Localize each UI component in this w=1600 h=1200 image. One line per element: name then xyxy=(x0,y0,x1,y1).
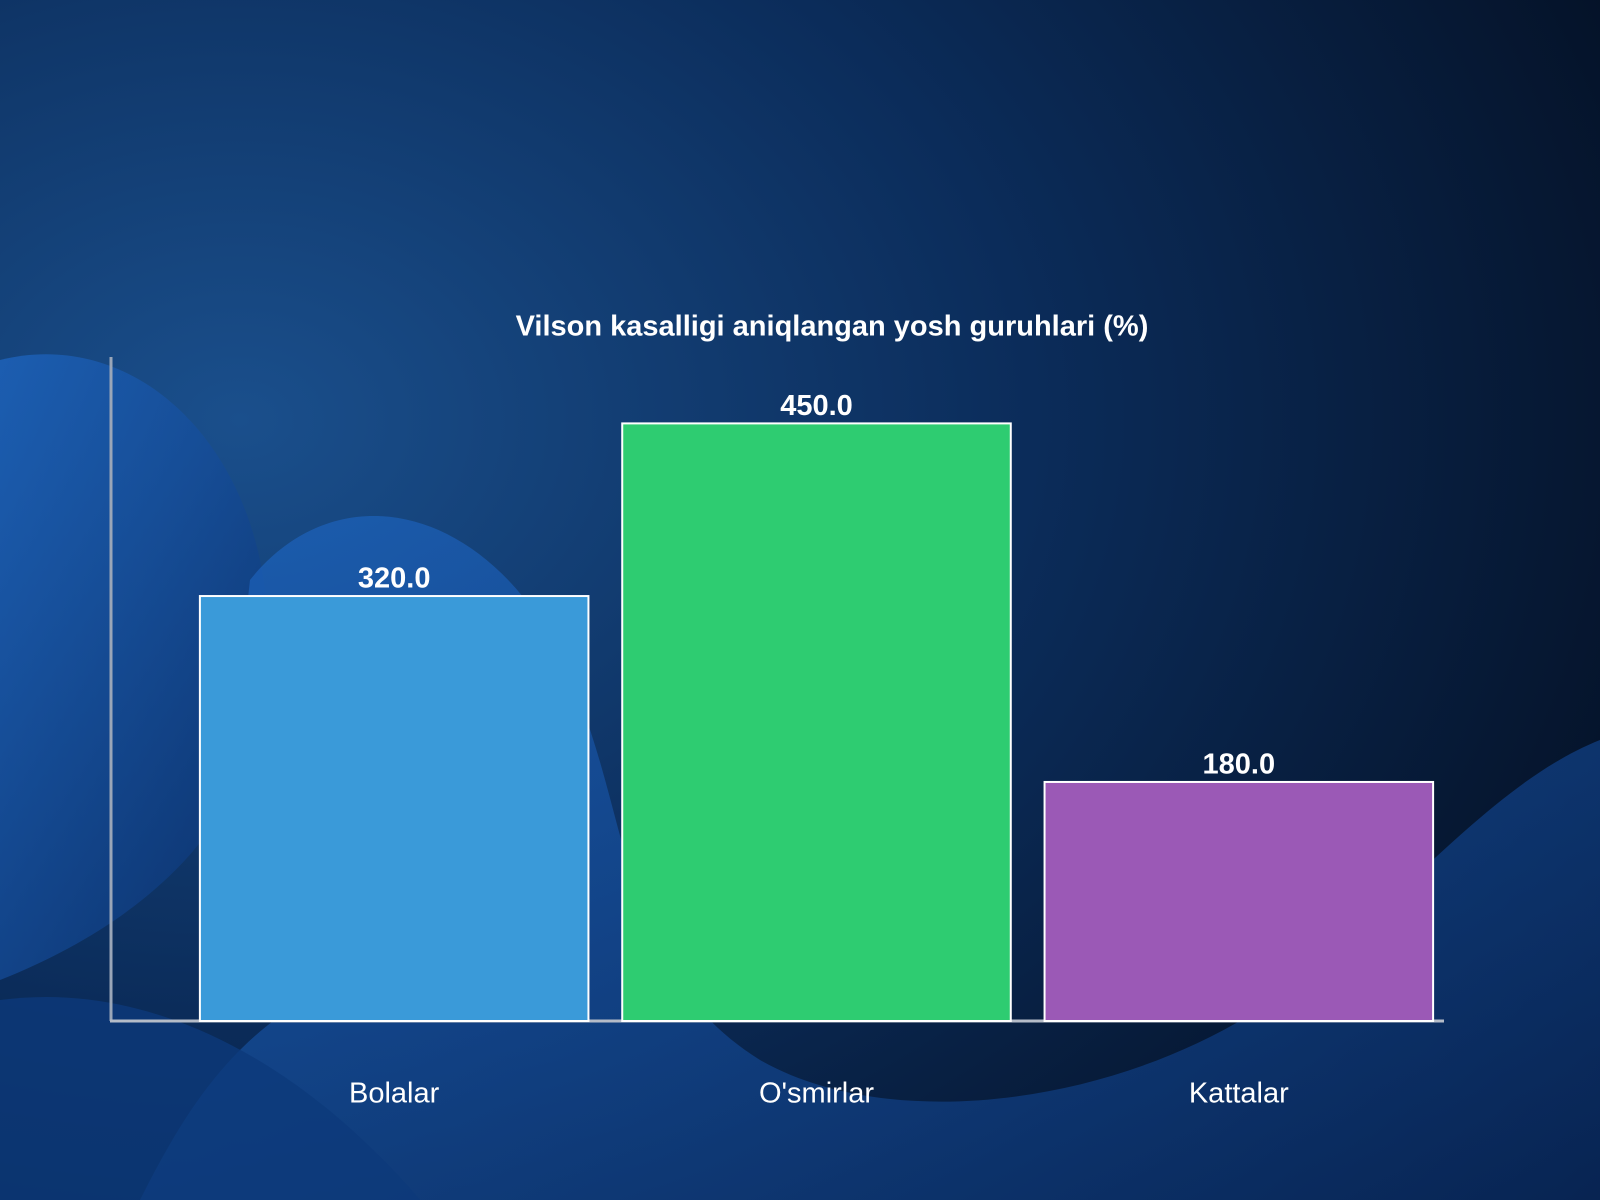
x-tick-label: O'smirlar xyxy=(759,1078,874,1110)
chart-title: Vilson kasalligi aniqlangan yosh guruhla… xyxy=(516,311,1149,343)
value-label: 320.0 xyxy=(358,563,431,595)
bar xyxy=(1043,780,1435,1023)
value-label: 180.0 xyxy=(1203,749,1276,781)
x-tick-label: Kattalar xyxy=(1189,1078,1289,1110)
value-label: 450.0 xyxy=(780,390,853,422)
bar xyxy=(198,595,590,1022)
decoration xyxy=(0,996,420,1200)
x-tick-label: Bolalar xyxy=(349,1078,440,1110)
bar xyxy=(621,422,1012,1022)
